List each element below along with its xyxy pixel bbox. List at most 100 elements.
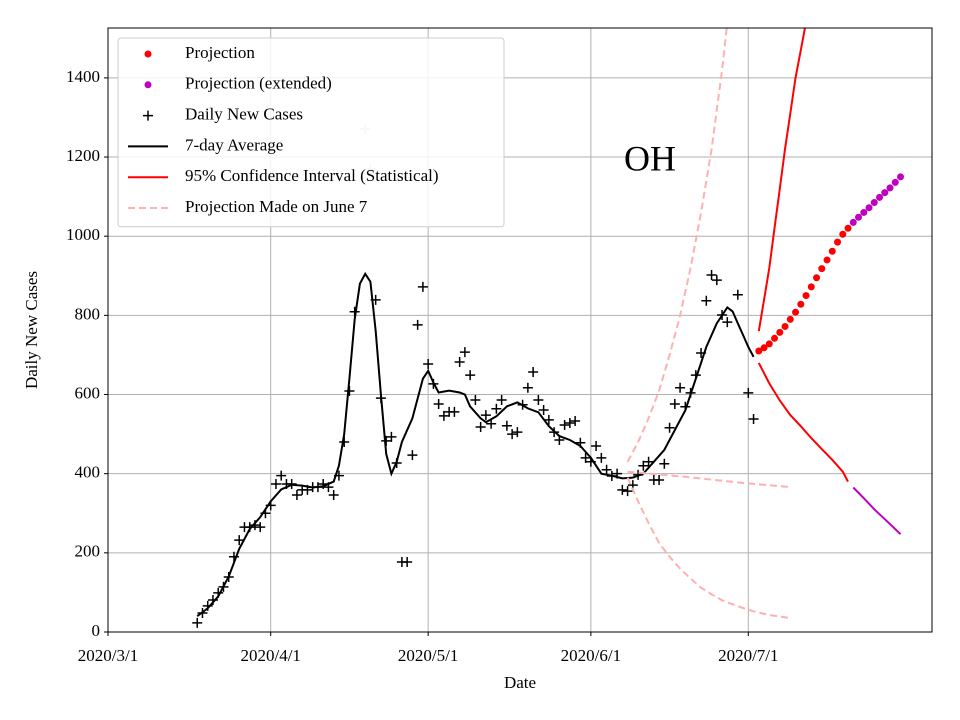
data-point (255, 522, 266, 533)
interval-line (852, 486, 902, 535)
projection-point (865, 204, 873, 212)
data-point (580, 452, 591, 463)
legend-marker (143, 110, 153, 121)
data-point (675, 382, 686, 393)
data-point (638, 460, 649, 471)
projection-point (802, 292, 810, 300)
data-point (706, 269, 717, 280)
data-point (622, 486, 633, 497)
legend-label: 7-day Average (185, 135, 283, 154)
data-point (743, 387, 754, 398)
legend: Projection Projection (extended) Daily New… (117, 37, 505, 228)
y-tick-label: 800 (75, 304, 101, 323)
x-axis-label: Date (504, 673, 536, 692)
data-point (591, 440, 602, 451)
projection-point (834, 238, 842, 246)
data-point (501, 420, 512, 431)
interval-line (757, 28, 806, 332)
projection-point (781, 322, 789, 330)
data-point (543, 414, 554, 425)
data-point (748, 414, 759, 425)
data-point (433, 399, 444, 410)
axes-frame (107, 27, 933, 633)
data-point (512, 427, 523, 438)
interval-line (626, 28, 728, 463)
projection-point (844, 224, 852, 232)
projection-point (818, 265, 826, 273)
legend-marker (144, 81, 152, 89)
data-point (291, 490, 302, 501)
legend-label: Daily New Cases (185, 105, 303, 124)
interval-line (757, 362, 849, 483)
data-point (722, 317, 733, 328)
data-point (533, 395, 544, 406)
projection-point (807, 283, 815, 291)
interval-line (626, 477, 791, 620)
projection-point (792, 308, 800, 316)
plot-area (192, 28, 905, 628)
data-point (643, 456, 654, 467)
x-tick-label: 2020/6/1 (561, 646, 621, 665)
projection-point (876, 193, 884, 201)
projection-point (839, 230, 847, 238)
projection-point (886, 184, 894, 192)
data-point (328, 490, 339, 501)
data-point (559, 419, 570, 430)
projection-point (813, 274, 821, 282)
annotation: OH (624, 138, 676, 178)
ticks: 0 200 400 600 800 1000 1200 1400 2020/3/1 2020/4/… (66, 67, 779, 665)
projection-point (860, 208, 868, 216)
data-point (386, 431, 397, 442)
data-point (522, 382, 533, 393)
data-point (465, 370, 476, 381)
data-point (459, 347, 470, 358)
legend-label: Projection (extended) (185, 74, 332, 93)
y-tick-label: 200 (75, 542, 101, 561)
data-point (732, 289, 743, 300)
x-tick-label: 2020/4/1 (240, 646, 300, 665)
data-point (412, 319, 423, 330)
data-point (507, 429, 518, 440)
y-tick-label: 600 (75, 383, 101, 402)
data-point (407, 450, 418, 461)
legend-label: 95% Confidence Interval (Statistical) (185, 166, 439, 185)
y-tick-label: 1200 (66, 146, 100, 165)
data-point (654, 475, 665, 486)
y-axis-label: Daily New Cases (22, 271, 41, 389)
projection-point (849, 218, 857, 226)
projection-point (786, 315, 794, 323)
data-point (528, 366, 539, 377)
data-point (234, 535, 245, 546)
data-point (438, 410, 449, 421)
projection-point (771, 334, 779, 342)
projection-point (755, 347, 763, 355)
x-tick-label: 2020/5/1 (398, 646, 458, 665)
interval-line (627, 470, 791, 489)
projection-point (760, 344, 768, 352)
data-point (570, 416, 581, 427)
data-point (617, 484, 628, 495)
data-point (701, 295, 712, 306)
x-tick-label: 2020/3/1 (78, 646, 138, 665)
legend-label: Projection Made on June 7 (185, 197, 368, 216)
data-point (470, 395, 481, 406)
y-tick-label: 1400 (66, 67, 100, 86)
legend-marker (144, 50, 152, 58)
data-point (669, 399, 680, 410)
legend-box (117, 37, 505, 228)
data-point (664, 422, 675, 433)
projection-point (870, 199, 878, 207)
data-point (596, 452, 607, 463)
projection-point (828, 247, 836, 255)
y-tick-label: 0 (92, 621, 101, 640)
data-point (486, 418, 497, 429)
data-point (659, 458, 670, 469)
data-point (480, 410, 491, 421)
data-point (417, 281, 428, 292)
data-point (601, 464, 612, 475)
projection-point (776, 328, 784, 336)
data-point (270, 478, 281, 489)
projection-point (797, 300, 805, 308)
data-point (538, 404, 549, 415)
